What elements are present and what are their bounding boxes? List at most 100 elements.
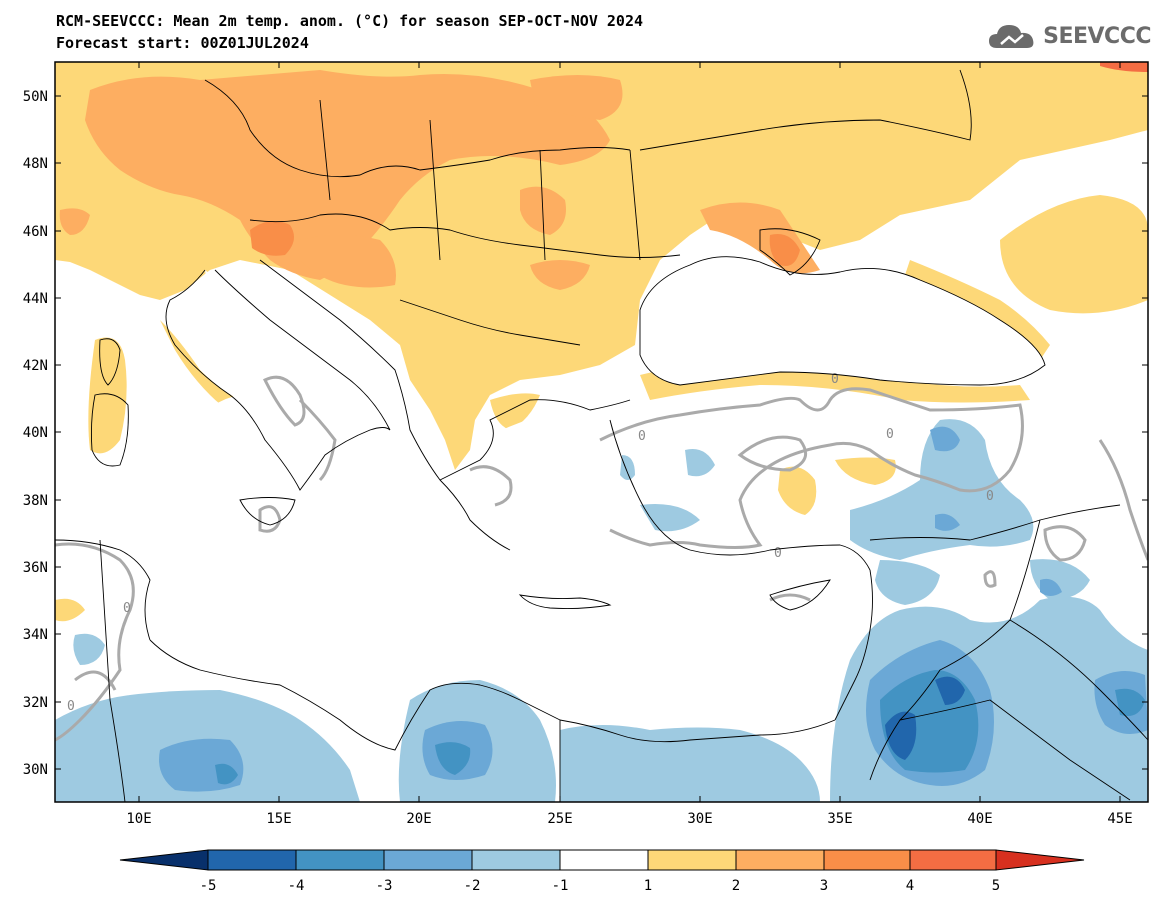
colorbar-label: 4 xyxy=(906,878,914,894)
zero-contour-lines xyxy=(55,375,1148,742)
lat-label: 32N xyxy=(23,695,48,711)
colorbar-segment xyxy=(735,849,825,871)
lat-label: 34N xyxy=(23,627,48,643)
tunisia-coastline xyxy=(55,539,151,641)
zero-contour-cyprus xyxy=(769,593,811,602)
lat-label: 48N xyxy=(23,156,48,172)
colorbar-segment xyxy=(471,849,561,871)
border-europe-3 xyxy=(399,299,581,346)
colorbar-segment xyxy=(295,849,385,871)
lat-label: 42N xyxy=(23,358,48,374)
colorbar-segment xyxy=(119,849,209,871)
lat-label: 50N xyxy=(23,89,48,105)
warm-anomaly-2-3-ukraine xyxy=(530,75,623,120)
seevccc-logo: SEEVCCC xyxy=(987,20,1151,52)
anomaly-shading xyxy=(55,62,1148,802)
crete-coastline xyxy=(518,594,612,610)
mediterranean-sea-central xyxy=(156,520,860,695)
lon-label: 25E xyxy=(547,811,572,827)
lat-label: 38N xyxy=(23,493,48,509)
border-turkey-syria xyxy=(869,504,1121,541)
warm-anomaly-2-3-romania-south xyxy=(530,260,590,290)
colorbar-label: -3 xyxy=(376,878,393,894)
aegean-sea xyxy=(480,410,620,541)
warm-anomaly-2-3-central-europe xyxy=(85,70,610,280)
warm-anomaly-3-4-crimea xyxy=(769,234,800,266)
contour-label: 0 xyxy=(67,699,75,714)
italy-coastline xyxy=(165,269,391,491)
cold-anomaly-1-2-egypt xyxy=(560,725,820,802)
sicily-coastline xyxy=(239,497,296,526)
zero-contour-levant xyxy=(1043,525,1087,562)
black-sea-coastline xyxy=(639,256,1046,386)
border-middle-east xyxy=(869,519,1148,781)
lat-label: 44N xyxy=(23,291,48,307)
contour-labels: 0 0 0 0 0 0 0 xyxy=(67,372,994,714)
warm-anomaly-1-2-aegean xyxy=(490,393,540,430)
colorbar xyxy=(119,849,1085,871)
lon-label: 10E xyxy=(126,811,151,827)
colorbar-label: -1 xyxy=(552,878,569,894)
libya-coastline xyxy=(149,639,481,751)
cold-anomaly-1-2-syria xyxy=(875,560,940,605)
lon-label: 30E xyxy=(687,811,712,827)
colorbar-segment xyxy=(559,849,649,871)
egypt-coastline xyxy=(479,684,836,743)
colorbar-segment xyxy=(647,849,737,871)
axis-ticks xyxy=(55,62,1148,802)
lat-label: 30N xyxy=(23,762,48,778)
warm-anomaly-1-2-corsica xyxy=(88,337,127,454)
colorbar-segment xyxy=(995,849,1085,871)
cold-anomaly-1-2-tunisia xyxy=(73,633,105,665)
warm-anomaly-2-3-balkans xyxy=(300,235,396,288)
contour-label: 0 xyxy=(986,489,994,504)
cold-anomaly-4-5-saudi xyxy=(935,676,965,705)
forecast-start-label: Forecast start: 00Z01JUL2024 xyxy=(56,34,309,52)
cold-anomaly-4-5-jordan xyxy=(885,711,917,760)
zero-contour-algeria xyxy=(55,542,135,742)
colorbar-label: 5 xyxy=(992,878,1000,894)
latitude-labels: 50N 48N 46N 44N 42N 40N 38N 36N 34N 32N … xyxy=(23,89,48,778)
colorbar-label: -5 xyxy=(200,878,217,894)
cold-anomaly-1-2-anatolia-east xyxy=(850,419,1034,560)
contour-label: 0 xyxy=(831,372,839,387)
lon-label: 35E xyxy=(827,811,852,827)
cold-anomaly-1-2-anatolia-c xyxy=(685,449,715,477)
cold-anomaly-2-3-syria xyxy=(1040,578,1062,596)
border-saudi xyxy=(899,699,1131,801)
warm-anomaly-3-4-adriatic xyxy=(250,221,294,256)
lat-label: 36N xyxy=(23,560,48,576)
lon-label: 20E xyxy=(406,811,431,827)
warm-anomaly-1-2-anatolia-a xyxy=(778,466,817,515)
contour-label: 0 xyxy=(638,429,646,444)
cold-anomaly-3-4-libya xyxy=(215,763,238,785)
zero-contour-sicily xyxy=(258,505,282,533)
warm-anomaly-1-2-tunisia xyxy=(55,598,85,622)
contour-label: 0 xyxy=(123,601,131,616)
cold-anomaly-3-4-cyrenaica xyxy=(435,742,471,775)
zero-contour-syria xyxy=(983,570,997,588)
lat-label: 46N xyxy=(23,224,48,240)
cold-anomaly-2-3-libya xyxy=(159,738,244,792)
lon-label: 15E xyxy=(266,811,291,827)
colorbar-segment xyxy=(909,849,997,871)
colorbar-label: 1 xyxy=(644,878,652,894)
colorbar-label: -2 xyxy=(464,878,481,894)
turkey-south-coastline xyxy=(609,419,871,571)
zero-contour-anatolia-inner xyxy=(737,435,808,472)
cold-anomaly-2-3-anatolia-b xyxy=(935,513,960,531)
border-europe-1 xyxy=(204,79,631,178)
cloud-logo-icon xyxy=(989,25,1034,48)
zero-contour-italy xyxy=(262,375,306,427)
colorbar-segment xyxy=(823,849,911,871)
border-europe-4 xyxy=(319,99,641,261)
warm-anomaly-4-5-corner xyxy=(1100,62,1148,72)
levant-coastline xyxy=(834,569,873,721)
cold-anomaly-2-3-anatolia xyxy=(930,426,960,452)
colorbar-label: 2 xyxy=(732,878,740,894)
warm-anomaly-2-3-west xyxy=(59,208,90,235)
adriatic-sea xyxy=(205,270,390,430)
cyprus-coastline xyxy=(769,579,831,611)
crimea-coastline xyxy=(759,228,821,276)
mediterranean-sea-west xyxy=(55,395,254,560)
